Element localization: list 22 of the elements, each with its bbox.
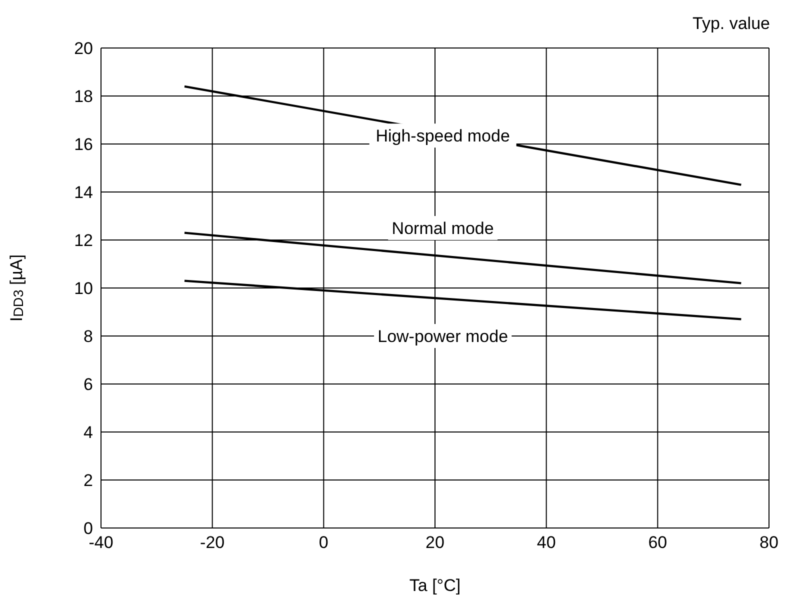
y-tick-label: 16 bbox=[74, 135, 93, 154]
x-tick-label: 40 bbox=[536, 533, 556, 552]
y-tick-label: 10 bbox=[74, 279, 93, 298]
y-tick-label: 4 bbox=[84, 423, 93, 442]
x-tick-label: 0 bbox=[318, 533, 328, 552]
y-tick-label: 12 bbox=[74, 231, 93, 250]
y-tick-label: 8 bbox=[84, 327, 93, 346]
chart-subtitle: Typ. value bbox=[692, 14, 770, 34]
y-tick-label: 18 bbox=[74, 87, 93, 106]
x-tick-label: -20 bbox=[200, 533, 225, 552]
y-tick-label: 6 bbox=[84, 375, 93, 394]
series-label: High-speed mode bbox=[376, 126, 510, 146]
x-tick-label: 80 bbox=[760, 533, 778, 552]
x-tick-label: 20 bbox=[426, 533, 444, 552]
series-label: Normal mode bbox=[392, 219, 494, 238]
y-axis-title: IDD3 [µA] bbox=[7, 254, 26, 322]
x-tick-label: 60 bbox=[648, 533, 668, 552]
x-axis-title: Ta [°C] bbox=[409, 576, 461, 595]
y-tick-label: 14 bbox=[74, 183, 93, 202]
y-tick-label: 20 bbox=[74, 39, 93, 58]
series-label: Low-power mode bbox=[378, 327, 508, 346]
y-tick-label: 2 bbox=[84, 471, 93, 490]
